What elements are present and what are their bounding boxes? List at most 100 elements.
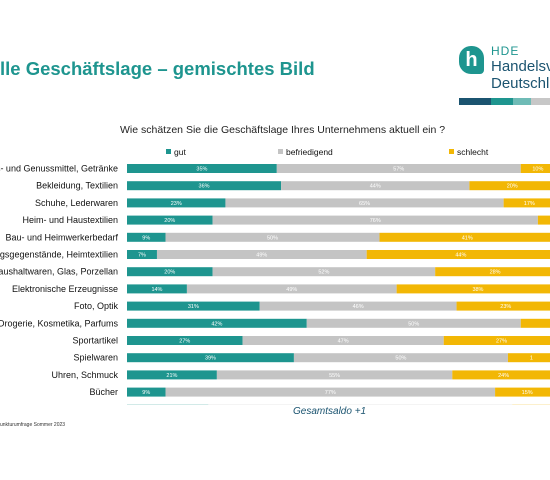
- data-label-befriedigend: 44%: [370, 184, 381, 190]
- data-label-schlecht: 20%: [507, 184, 518, 190]
- logo-mark-icon: h: [459, 46, 484, 74]
- bar-segment-befriedigend: [281, 181, 470, 191]
- legend-label-schlecht: schlecht: [457, 147, 489, 157]
- legend-swatch-gut: [166, 149, 171, 154]
- data-label-gut: 23%: [171, 201, 182, 207]
- data-label-schlecht: 24%: [498, 373, 509, 379]
- data-label-gut: 27%: [179, 339, 190, 345]
- source-note: unkturumfrage Sommer 2023: [0, 422, 66, 428]
- data-label-gut: 31%: [188, 304, 199, 310]
- data-label-befriedigend: 49%: [256, 253, 267, 259]
- category-label: s- und Genussmittel, Getränke: [0, 164, 118, 174]
- bar-segment-gut: [127, 215, 213, 225]
- data-label-schlecht: 28%: [490, 270, 501, 276]
- category-label: Bücher: [89, 387, 118, 397]
- bar-segment-schlecht: [507, 353, 550, 363]
- category-label: Elektronische Erzeugnisse: [12, 284, 118, 294]
- bar-segment-schlecht: [503, 198, 550, 208]
- legend-label-gut: gut: [174, 147, 186, 157]
- category-label: Uhren, Schmuck: [51, 370, 118, 380]
- data-label-befriedigend: 76%: [370, 218, 381, 224]
- bar-segment-befriedigend: [225, 198, 504, 208]
- logo-stripes: [459, 98, 550, 105]
- category-label: Bekleidung, Textilien: [36, 181, 118, 191]
- bar-segment-schlecht: [396, 284, 550, 294]
- data-label-schlecht: 41%: [462, 235, 473, 241]
- bar-segment-gut: [127, 267, 213, 277]
- bar-segment-schlecht: [443, 336, 550, 345]
- legend-swatch-befriedigend: [278, 149, 283, 154]
- logo-abbreviation: HDE: [491, 44, 520, 58]
- category-label: Haushaltwaren, Glas, Porzellan: [0, 267, 118, 277]
- bar-segment-gut: [127, 336, 243, 345]
- logo-stripe: [531, 98, 550, 105]
- bar-segment-gut: [127, 370, 217, 380]
- data-label-befriedigend: 57%: [393, 167, 404, 173]
- category-label: ngsgegenstände, Heimtextilien: [0, 250, 118, 260]
- category-label: Heim- und Haustextilien: [22, 215, 118, 225]
- data-label-gut: 39%: [205, 356, 216, 362]
- category-label: Foto, Optik: [74, 301, 119, 311]
- category-label: Sportartikel: [72, 336, 118, 346]
- data-label-schlecht: 27%: [496, 339, 507, 345]
- bar-segment-schlecht: [495, 387, 550, 397]
- bar-segment-gut: [127, 353, 294, 363]
- bar-segment-gut: [127, 301, 260, 311]
- category-label: Bau- und Heimwerkerbedarf: [5, 232, 118, 242]
- data-label-schlecht: 23%: [500, 304, 511, 310]
- data-label-gut: 7%: [138, 253, 146, 259]
- bar-segment-befriedigend: [212, 215, 538, 225]
- bar-segment-befriedigend: [306, 318, 521, 328]
- category-label: Spielwaren: [73, 353, 118, 363]
- total-balance-note: Gesamtsaldo +1: [293, 406, 367, 417]
- bar-segment-gut: [127, 232, 166, 242]
- page-title: lle Geschäftslage – gemischtes Bild: [0, 58, 315, 79]
- data-label-befriedigend: 52%: [318, 270, 329, 276]
- data-label-befriedigend: 55%: [329, 373, 340, 379]
- bar-segment-schlecht: [366, 250, 550, 259]
- data-label-gut: 9%: [142, 235, 150, 241]
- stacked-bar-chart: gut befriedigend schlecht s- und Genussmitt…: [0, 147, 550, 405]
- bar-segment-befriedigend: [242, 336, 444, 345]
- bar-segment-befriedigend: [186, 284, 397, 294]
- data-label-gut: 35%: [196, 167, 207, 173]
- data-label-schlecht: 38%: [472, 287, 483, 293]
- legend-swatch-schlecht: [449, 149, 454, 154]
- data-label-schlecht: 1: [530, 356, 533, 362]
- data-label-gut: 42%: [211, 321, 222, 327]
- chart-question: Wie schätzen Sie die Geschäftslage Ihres…: [120, 124, 446, 136]
- data-label-befriedigend: 50%: [395, 356, 406, 362]
- data-label-schlecht: 15%: [522, 390, 533, 396]
- data-label-befriedigend: 50%: [267, 235, 278, 241]
- bar-segment-schlecht: [520, 164, 550, 173]
- hde-logo: h HDE Handelsv Deutschl: [459, 42, 550, 106]
- data-label-befriedigend: 47%: [338, 339, 349, 345]
- bar-segment-gut: [127, 284, 187, 294]
- data-label-schlecht: 10%: [532, 167, 543, 173]
- logo-line-1: Handelsv: [491, 58, 550, 75]
- bar-segment-gut: [127, 318, 307, 328]
- logo-stripe: [491, 98, 513, 105]
- logo-stripe: [513, 98, 531, 105]
- data-label-gut: 14%: [151, 287, 162, 293]
- data-label-befriedigend: 46%: [353, 304, 364, 310]
- data-label-befriedigend: 49%: [286, 287, 297, 293]
- bar-segment-befriedigend: [216, 370, 453, 380]
- bar-segment-befriedigend: [156, 250, 367, 259]
- bar-segment-schlecht: [537, 215, 550, 225]
- data-label-befriedigend: 77%: [325, 390, 336, 396]
- category-label: Fahrräder: [78, 404, 118, 405]
- bar-segment-gut: [127, 181, 282, 191]
- data-label-befriedigend: 50%: [408, 321, 419, 327]
- legend-label-befriedigend: befriedigend: [286, 147, 333, 157]
- logo-line-2: Deutschl: [491, 75, 550, 92]
- bar-segment-schlecht: [452, 370, 550, 380]
- bar-segment-gut: [127, 250, 157, 259]
- data-label-schlecht: 44%: [455, 253, 466, 259]
- data-label-gut: 20%: [164, 218, 175, 224]
- bar-segment-befriedigend: [165, 387, 496, 397]
- data-label-gut: 21%: [166, 373, 177, 379]
- bar-segment-schlecht: [435, 267, 550, 277]
- bar-segment-befriedigend: [276, 164, 521, 173]
- bar-segment-schlecht: [520, 318, 550, 328]
